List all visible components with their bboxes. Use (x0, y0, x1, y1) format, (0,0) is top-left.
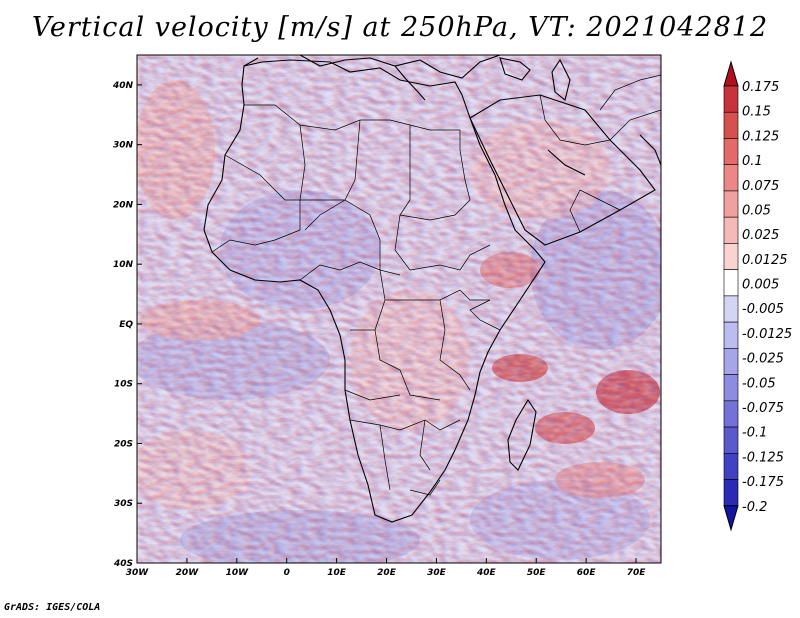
colorbar-swatch (723, 216, 739, 244)
colorbar: 0.175 0.15 0.125 0.1 0.075 0.05 0.025 0.0125 0.0… (723, 60, 792, 532)
colorbar-label: -0.1 (742, 426, 767, 441)
colorbar-label: -0.075 (742, 401, 784, 416)
colorbar-label: 0.175 (742, 80, 779, 95)
map-title: Vertical velocity [m/s] at 250hPa, VT: 2… (31, 12, 769, 43)
lon-label: 70E (627, 568, 647, 578)
colorbar-swatch (723, 243, 739, 270)
colorbar-label: -0.175 (742, 475, 784, 490)
lat-label: 30N (113, 141, 134, 151)
colorbar-swatch (723, 374, 739, 402)
lon-label: 50E (527, 568, 547, 578)
lat-label: 40S (113, 559, 133, 569)
velocity-field (137, 55, 661, 563)
colorbar-swatch (723, 321, 739, 349)
colorbar-swatch (723, 85, 739, 113)
colorbar-top-arrow (723, 60, 739, 87)
lon-label: 60E (577, 568, 597, 578)
colorbar-label: -0.05 (742, 376, 776, 391)
colorbar-swatch (723, 269, 739, 297)
colorbar-bottom-arrow (723, 505, 739, 532)
lat-label: 10N (113, 260, 134, 270)
colorbar-swatch (723, 138, 739, 166)
colorbar-label: 0.125 (742, 129, 779, 144)
lon-label: 40E (476, 568, 497, 578)
colorbar-swatch (723, 400, 739, 428)
lon-label: 20W (176, 568, 200, 578)
lat-label: EQ (119, 320, 133, 330)
footer-credit: GrADS: IGES/COLA (4, 602, 101, 613)
colorbar-label: 0.15 (742, 105, 771, 120)
lat-label: 40N (112, 81, 134, 91)
colorbar-label: 0.075 (742, 179, 779, 194)
plot-frame (136, 54, 662, 564)
lon-label: 30E (427, 568, 447, 578)
lon-label: 10E (327, 568, 347, 578)
colorbar-label: -0.025 (742, 352, 784, 367)
colorbar-label: -0.2 (742, 500, 767, 515)
lon-label: 30W (126, 568, 150, 578)
coastlines (203, 55, 661, 523)
colorbar-label: 0.0125 (742, 253, 788, 268)
lon-label: 20E (377, 568, 397, 578)
colorbar-swatch (723, 452, 739, 480)
lon-label: 10W (226, 568, 250, 578)
colorbar-swatch (723, 426, 739, 454)
colorbar-label: 0.05 (742, 203, 771, 218)
colorbar-swatch (723, 479, 739, 507)
colorbar-swatch (723, 111, 739, 139)
colorbar-label: 0.1 (742, 154, 763, 169)
colorbar-label: -0.0125 (742, 327, 792, 342)
lon-label: 0 (284, 568, 290, 578)
country-borders (211, 74, 661, 496)
colorbar-label: 0.025 (742, 228, 779, 243)
lat-label: 30S (114, 499, 133, 509)
colorbar-label: -0.005 (742, 302, 784, 317)
lat-label: 10S (114, 380, 133, 390)
lat-label: 20S (114, 439, 133, 449)
colorbar-swatch (723, 164, 739, 192)
lat-label: 20N (113, 200, 134, 210)
colorbar-swatch (723, 348, 739, 375)
colorbar-label: 0.005 (742, 278, 779, 293)
colorbar-label: -0.125 (742, 450, 784, 465)
colorbar-swatch (723, 295, 739, 323)
colorbar-swatch (723, 190, 739, 218)
